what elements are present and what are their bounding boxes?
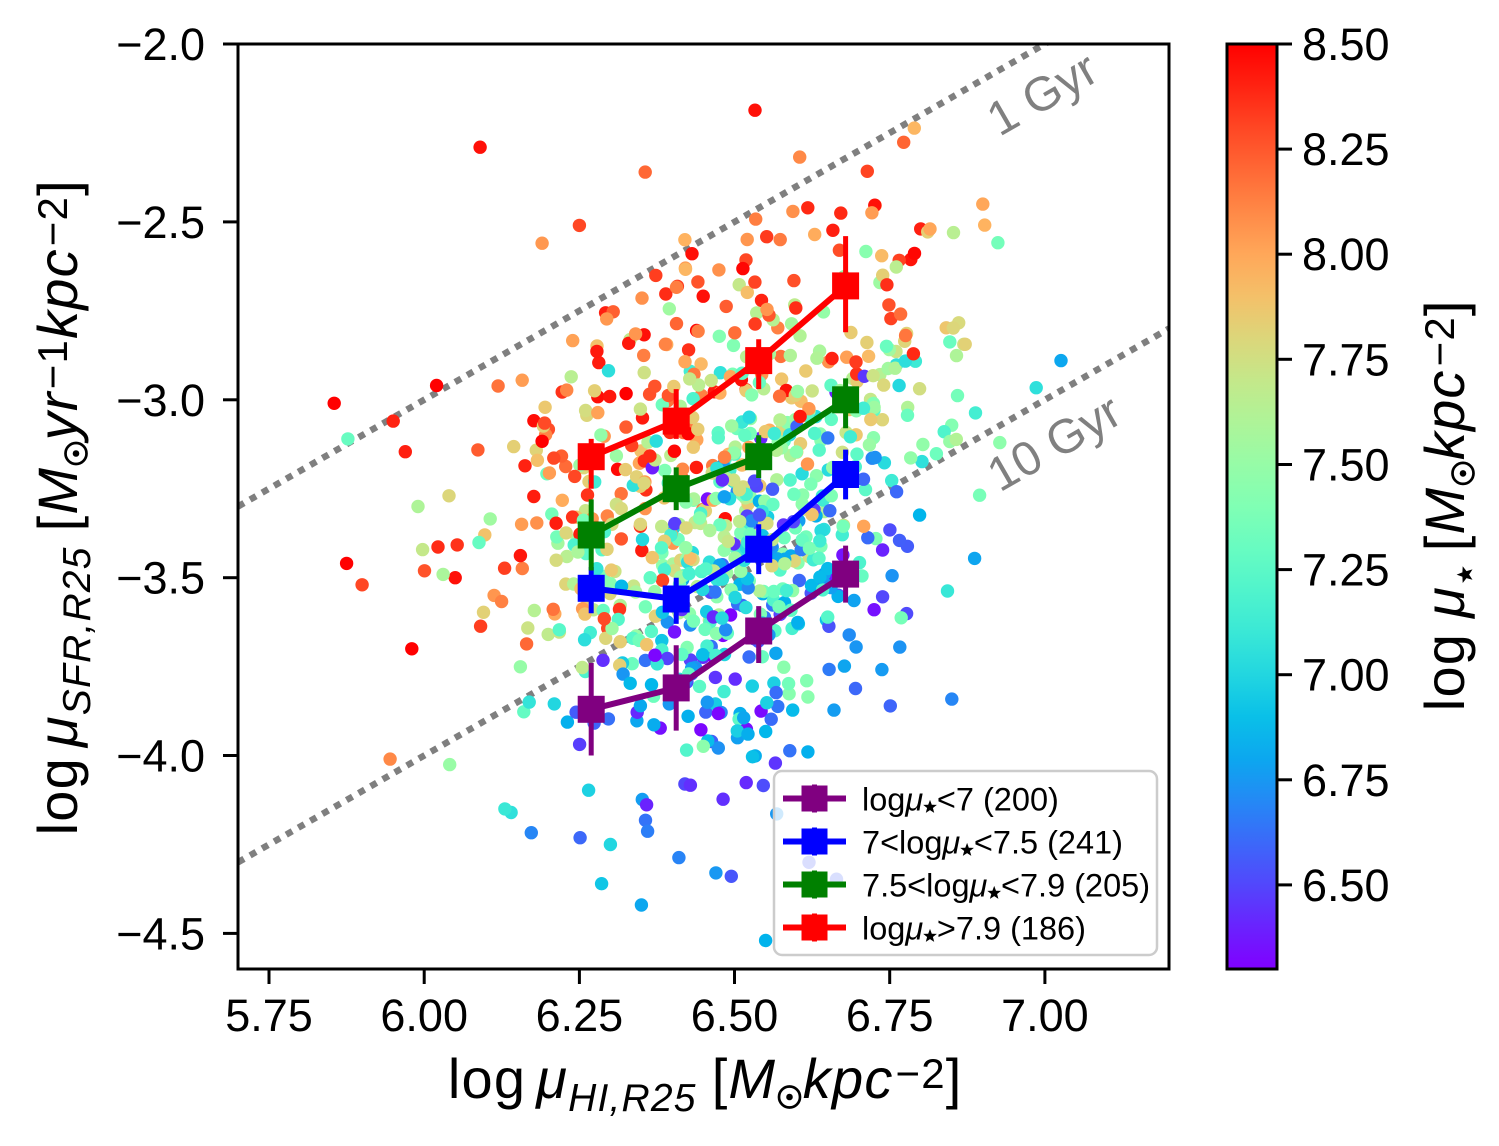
svg-text:−2: −2 [29, 196, 76, 246]
svg-text:<7.5 (241): <7.5 (241) [974, 825, 1123, 861]
svg-text:8.25: 8.25 [1302, 124, 1390, 175]
svg-text:log: log [862, 911, 905, 947]
svg-text:−4.5: −4.5 [116, 908, 205, 959]
svg-text:7<log: 7<log [862, 825, 942, 861]
svg-text:M: M [1413, 487, 1476, 535]
svg-text:μ: μ [1413, 586, 1476, 620]
svg-text:M: M [26, 467, 89, 515]
svg-text:SFR,R25: SFR,R25 [56, 546, 99, 715]
svg-text:log: log [862, 782, 905, 818]
svg-text:]: ] [26, 179, 89, 196]
svg-text:<7.9 (205): <7.9 (205) [1001, 868, 1150, 904]
svg-text:log: log [448, 1047, 526, 1110]
svg-text:log: log [1413, 633, 1476, 711]
svg-text:7.75: 7.75 [1302, 334, 1390, 385]
svg-text:μ: μ [969, 868, 988, 904]
svg-text:]: ] [1413, 299, 1476, 316]
svg-text:−2.0: −2.0 [116, 19, 205, 70]
svg-text:log: log [26, 757, 89, 835]
svg-text:6.75: 6.75 [846, 990, 934, 1041]
svg-text:6.25: 6.25 [536, 990, 624, 1041]
svg-text:−4.0: −4.0 [116, 731, 205, 782]
svg-text:6.00: 6.00 [380, 990, 468, 1041]
svg-text:7.00: 7.00 [1001, 990, 1089, 1041]
svg-text:[: [ [712, 1047, 729, 1110]
svg-text:−3.0: −3.0 [116, 375, 205, 426]
svg-text:7.5<log: 7.5<log [862, 868, 970, 904]
svg-text:5.75: 5.75 [225, 990, 313, 1041]
svg-text:>7.9 (186): >7.9 (186) [937, 911, 1086, 947]
svg-text:]: ] [946, 1047, 963, 1110]
svg-text:−1: −1 [29, 339, 76, 389]
svg-text:μ: μ [534, 1047, 568, 1110]
svg-text:[: [ [1413, 535, 1476, 552]
svg-text:kpc: kpc [803, 1047, 894, 1110]
svg-text:μ: μ [941, 825, 960, 861]
svg-text:−2.5: −2.5 [116, 197, 205, 248]
svg-text:<7 (200): <7 (200) [937, 782, 1059, 818]
svg-text:8.00: 8.00 [1302, 229, 1390, 280]
svg-text:μ: μ [26, 715, 89, 749]
svg-text:7.00: 7.00 [1302, 650, 1390, 701]
svg-text:−2: −2 [896, 1050, 946, 1097]
svg-text:kpc: kpc [1413, 369, 1476, 460]
svg-text:μ: μ [904, 911, 923, 947]
svg-text:HI,R25: HI,R25 [568, 1077, 697, 1120]
svg-text:kpc: kpc [26, 248, 89, 339]
svg-text:6.50: 6.50 [1302, 860, 1390, 911]
svg-text:8.50: 8.50 [1302, 19, 1390, 70]
svg-text:M: M [728, 1047, 776, 1110]
svg-text:−3.5: −3.5 [116, 553, 205, 604]
svg-text:6.75: 6.75 [1302, 755, 1390, 806]
svg-text:yr: yr [26, 390, 89, 444]
svg-text:−2: −2 [1416, 316, 1463, 366]
svg-text:6.50: 6.50 [691, 990, 779, 1041]
svg-text:μ: μ [904, 782, 923, 818]
svg-text:7.50: 7.50 [1302, 440, 1390, 491]
svg-text:7.25: 7.25 [1302, 545, 1390, 596]
svg-text:[: [ [26, 515, 89, 532]
